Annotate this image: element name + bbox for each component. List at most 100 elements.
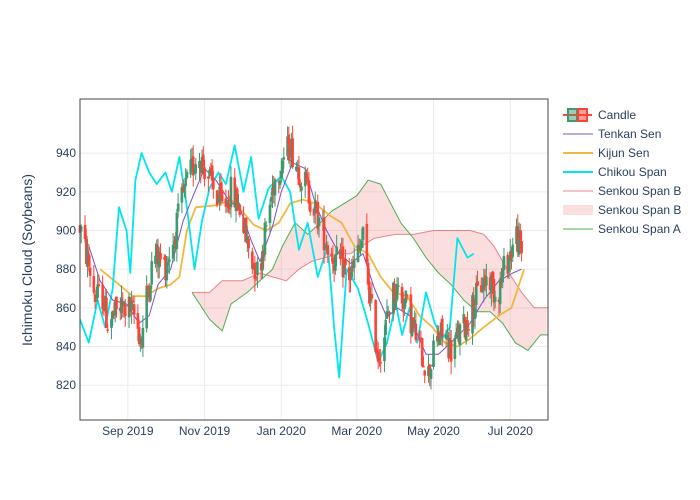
candle: [520, 230, 523, 262]
candle: [123, 298, 127, 327]
candle-body: [467, 329, 471, 331]
candle-body: [365, 223, 369, 263]
candle-body: [194, 164, 198, 174]
candle: [212, 170, 215, 199]
candle: [268, 199, 272, 235]
senkou-cloud-fill: [192, 180, 547, 351]
legend-item[interactable]: Chikou Span: [563, 165, 667, 179]
candle-body: [203, 167, 206, 179]
candle-body: [432, 340, 435, 367]
candle-body: [300, 186, 303, 191]
candle: [326, 241, 330, 263]
candle-body: [175, 212, 179, 249]
x-tick-label: Nov 2019: [179, 424, 231, 438]
legend-item[interactable]: Candle: [563, 108, 636, 122]
legend-label: Senkou Span B: [598, 203, 681, 217]
candle: [256, 257, 259, 288]
candle-body: [335, 246, 338, 256]
candle-body: [268, 204, 272, 224]
candle: [352, 247, 356, 281]
candle-body: [449, 340, 453, 362]
candle-body: [247, 238, 250, 249]
candle-body: [493, 296, 497, 302]
x-tick-label: Sep 2019: [102, 424, 154, 438]
candle-body: [458, 324, 462, 346]
candle: [175, 209, 179, 262]
candle-body: [308, 202, 312, 212]
x-tick-label: May 2020: [407, 424, 460, 438]
candle-body: [349, 278, 352, 281]
candle-body: [159, 253, 162, 260]
y-tick-label: 900: [56, 223, 76, 237]
candle-body: [379, 362, 382, 364]
candle: [97, 274, 101, 288]
candle-body: [474, 283, 478, 306]
legend-label: Candle: [598, 108, 636, 122]
legend-item[interactable]: Kijun Sen: [563, 146, 649, 160]
candle-body: [263, 222, 267, 255]
candle-body: [106, 329, 109, 331]
candle: [396, 277, 400, 293]
candle: [291, 125, 294, 169]
candle: [502, 247, 506, 276]
candle-body: [130, 301, 133, 311]
candle-body: [441, 318, 444, 337]
candle: [365, 213, 369, 267]
candle-body: [383, 337, 386, 362]
legend[interactable]: Candle Tenkan Sen Kijun Sen Chikou Span Senk…: [563, 108, 681, 236]
candle: [405, 294, 409, 301]
candle-body: [220, 190, 224, 201]
candle: [458, 322, 462, 356]
candle: [476, 270, 479, 287]
x-axis-ticks: Sep 2019 Nov 2019 Jan 2020 Mar 2020 May 2020…: [102, 424, 533, 438]
candle-body: [317, 217, 321, 227]
candle-body: [361, 227, 365, 240]
candle: [247, 235, 250, 259]
candle-body: [476, 281, 479, 286]
legend-label: Kijun Sen: [598, 146, 649, 160]
candle: [203, 159, 206, 187]
candle: [466, 311, 469, 335]
y-axis-ticks: 820 840 860 880 900 920 940: [56, 146, 76, 392]
candle-body: [344, 258, 347, 266]
candle: [441, 314, 444, 347]
legend-item[interactable]: Tenkan Sen: [563, 127, 661, 141]
x-tick-label: Jul 2020: [488, 424, 534, 438]
y-tick-label: 820: [56, 378, 76, 392]
legend-item[interactable]: Senkou Span A: [563, 222, 681, 236]
candle-body: [92, 275, 96, 293]
candle-body: [466, 320, 469, 328]
candle-body: [115, 296, 118, 310]
chikou-span-line: [79, 144, 475, 379]
candle: [485, 263, 488, 297]
candle: [264, 221, 268, 233]
candle-body: [396, 285, 400, 287]
candle-body: [238, 204, 242, 215]
candle: [370, 282, 374, 304]
candle: [165, 256, 169, 289]
candle: [176, 193, 180, 218]
candle-body: [418, 339, 421, 341]
candle: [379, 349, 382, 373]
candle: [168, 246, 171, 275]
candle: [335, 234, 338, 266]
candle: [105, 288, 108, 329]
y-tick-label: 880: [56, 262, 76, 276]
candle-body: [88, 267, 92, 276]
candle: [92, 265, 96, 295]
candle: [493, 290, 497, 309]
candle-body: [176, 203, 180, 212]
plot-frame: [79, 98, 549, 421]
legend-swatch-candle-up: [567, 108, 578, 122]
candle: [356, 234, 360, 263]
legend-label: Senkou Span B: [598, 184, 681, 198]
candle-body: [384, 319, 388, 335]
x-tick-label: Mar 2020: [331, 424, 382, 438]
legend-swatch-fill: [563, 205, 593, 215]
legend-item[interactable]: Senkou Span B: [563, 203, 681, 217]
candle-body: [273, 179, 277, 196]
candle-body: [420, 337, 424, 367]
legend-item[interactable]: Senkou Span B: [563, 184, 681, 198]
